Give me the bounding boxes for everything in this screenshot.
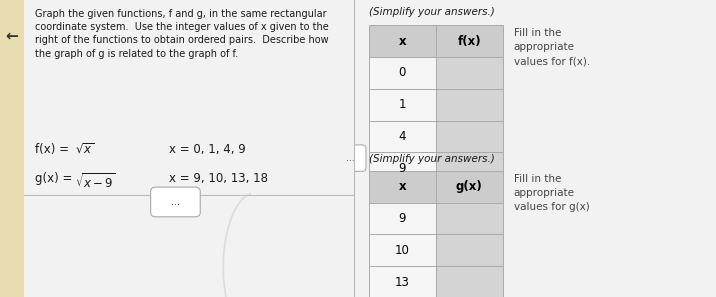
Text: x = 0, 1, 4, 9: x = 0, 1, 4, 9 xyxy=(170,143,246,156)
Text: f(x) =: f(x) = xyxy=(35,143,72,156)
Bar xyxy=(0,0,24,297)
Text: x: x xyxy=(399,180,406,193)
Bar xyxy=(369,25,436,57)
Bar xyxy=(436,171,503,203)
Text: $\sqrt{x-9}$: $\sqrt{x-9}$ xyxy=(75,172,116,191)
Text: 9: 9 xyxy=(399,212,406,225)
Bar xyxy=(436,121,503,152)
Bar xyxy=(369,203,436,234)
Text: x = 9, 10, 13, 18: x = 9, 10, 13, 18 xyxy=(170,172,268,185)
Text: x: x xyxy=(399,35,406,48)
Bar xyxy=(369,121,436,152)
Text: 9: 9 xyxy=(399,162,406,175)
FancyBboxPatch shape xyxy=(150,187,200,217)
Text: g(x): g(x) xyxy=(456,180,483,193)
Text: Fill in the
appropriate
values for g(x): Fill in the appropriate values for g(x) xyxy=(513,174,589,212)
Text: 10: 10 xyxy=(395,244,410,257)
Bar xyxy=(436,203,503,234)
Bar xyxy=(436,25,503,57)
Text: 13: 13 xyxy=(395,276,410,288)
Text: Graph the given functions, f and g, in the same rectangular
coordinate system.  : Graph the given functions, f and g, in t… xyxy=(35,9,329,59)
Text: ←: ← xyxy=(6,28,19,43)
Bar xyxy=(436,57,503,89)
Bar xyxy=(369,89,436,121)
Text: 4: 4 xyxy=(399,130,406,143)
Text: $\sqrt{x}$: $\sqrt{x}$ xyxy=(75,143,95,157)
Bar xyxy=(436,234,503,266)
Text: 1: 1 xyxy=(399,98,406,111)
Text: (Simplify your answers.): (Simplify your answers.) xyxy=(369,154,495,165)
FancyBboxPatch shape xyxy=(336,145,366,171)
Bar xyxy=(369,234,436,266)
Bar xyxy=(369,152,436,184)
Bar xyxy=(436,152,503,184)
Text: f(x): f(x) xyxy=(458,35,481,48)
Bar xyxy=(369,57,436,89)
Bar xyxy=(369,266,436,297)
Text: g(x) =: g(x) = xyxy=(35,172,76,185)
Text: Fill in the
appropriate
values for f(x).: Fill in the appropriate values for f(x). xyxy=(513,28,590,66)
Bar xyxy=(436,266,503,297)
Text: (Simplify your answers.): (Simplify your answers.) xyxy=(369,7,495,18)
Bar xyxy=(369,171,436,203)
Text: ...: ... xyxy=(347,154,355,163)
Bar xyxy=(436,89,503,121)
Text: 0: 0 xyxy=(399,67,406,79)
Text: ...: ... xyxy=(171,197,180,207)
